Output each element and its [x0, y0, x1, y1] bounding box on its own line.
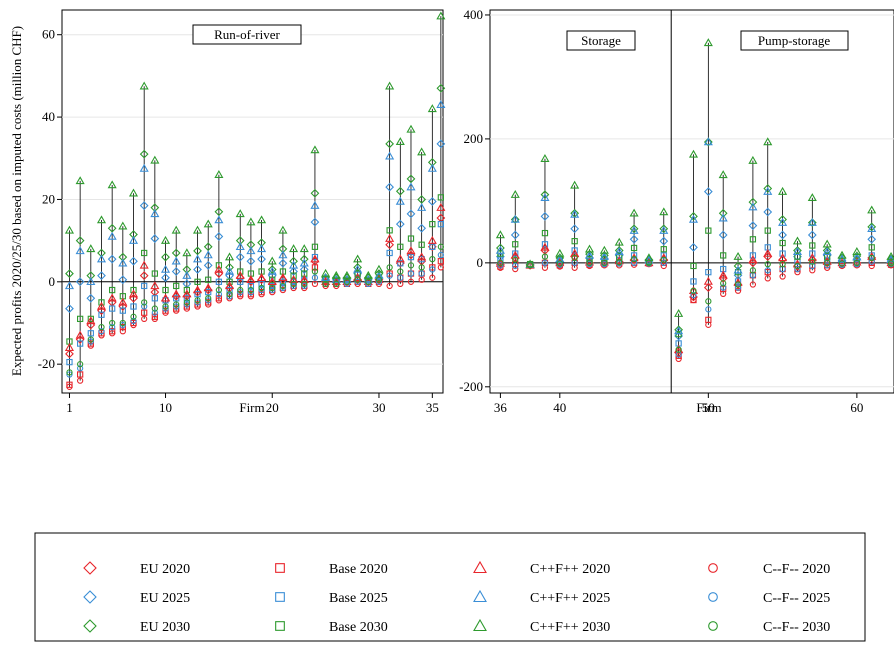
- panel-label-text: Run-of-river: [214, 27, 280, 42]
- y-tick-label: 200: [464, 131, 484, 146]
- x-tick-label: 30: [372, 400, 385, 415]
- y-tick-label: 20: [42, 191, 55, 206]
- legend-label: C++F++ 2025: [530, 591, 610, 606]
- panel-label-pump-storage-text: Pump-storage: [758, 33, 830, 48]
- y-axis-label: Expected profits 2020/25/30 based on imp…: [9, 26, 24, 376]
- y-tick-label: 40: [42, 109, 55, 124]
- legend-label: C++F++ 2030: [530, 620, 610, 635]
- panel-label-pump-storage: Pump-storage: [741, 31, 848, 50]
- legend-label: Base 2030: [329, 620, 388, 635]
- x-tick-label: 1: [66, 400, 73, 415]
- x-tick-label: 35: [426, 400, 439, 415]
- y-tick-label: -200: [459, 379, 483, 394]
- plot-frame-right: [490, 10, 894, 393]
- plot-frame-left: [62, 10, 443, 393]
- y-tick-label: 60: [42, 27, 55, 42]
- panel-label-storage-text: Storage: [581, 33, 621, 48]
- y-tick-label: 0: [49, 274, 56, 289]
- x-tick-label: 20: [266, 400, 279, 415]
- panel-label-storage: Storage: [567, 31, 635, 50]
- x-tick-label: 40: [553, 400, 566, 415]
- legend-label: Base 2020: [329, 562, 388, 577]
- legend-label: C--F-- 2030: [763, 620, 830, 635]
- run-of-river-panel: -20 0 20 40 60 1 10 20 30 35 Run-of-river Firm Ex…: [9, 10, 444, 415]
- legend-label: EU 2020: [140, 562, 190, 577]
- x-tick-label: 10: [159, 400, 172, 415]
- legend: EU 2020 Base 2020 C++F++ 2020 C--F-- 2020 EU…: [35, 533, 865, 641]
- panel-label-run-of-river: Run-of-river: [193, 25, 301, 44]
- legend-label: C--F-- 2020: [763, 562, 830, 577]
- x-axis-label-left: Firm: [239, 400, 264, 415]
- x-tick-label: 36: [494, 400, 508, 415]
- legend-label: EU 2030: [140, 620, 190, 635]
- legend-label: Base 2025: [329, 591, 388, 606]
- y-tick-label: -20: [38, 356, 55, 371]
- y-tick-label: 400: [464, 7, 484, 22]
- x-axis-label-right: Firm: [696, 400, 721, 415]
- legend-label: C++F++ 2020: [530, 562, 610, 577]
- storage-panel: -200020040036 40 50 60 Storage Pump-storage…: [459, 7, 894, 415]
- y-tick-label: 0: [477, 255, 484, 270]
- legend-label: C--F-- 2025: [763, 591, 830, 606]
- x-tick-label: 60: [850, 400, 863, 415]
- legend-label: EU 2025: [140, 591, 190, 606]
